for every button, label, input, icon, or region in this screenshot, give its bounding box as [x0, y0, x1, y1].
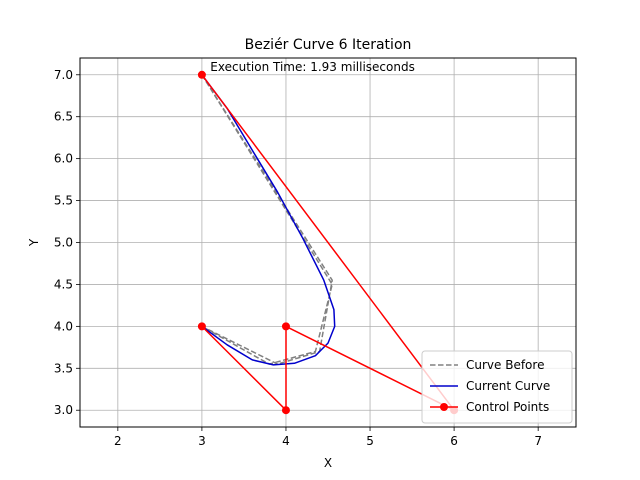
legend: Curve Before Current Curve Control Points: [421, 350, 573, 424]
y-tick-label: 5.5: [54, 194, 73, 208]
x-tick-label: 2: [114, 434, 122, 448]
y-axis-label: Y: [27, 238, 41, 247]
legend-entry-label: Current Curve: [466, 379, 550, 393]
y-tick-label: 3.5: [54, 361, 73, 375]
x-tick-label: 3: [198, 434, 206, 448]
series-layer: [197, 70, 459, 415]
y-tick-label: 6.5: [54, 110, 73, 124]
y-tick-label: 4.0: [54, 319, 73, 333]
y-tick-label: 7.0: [54, 68, 73, 82]
chart-title: Beziér Curve 6 Iteration: [245, 37, 412, 53]
legend-entry-label: Curve Before: [466, 358, 544, 372]
x-tick-label: 5: [366, 434, 374, 448]
control-point-marker: [281, 406, 290, 415]
series-line-current-curve: [201, 74, 336, 366]
control-point-marker: [197, 70, 206, 79]
execution-time-annotation: Execution Time: 1.93 milliseconds: [210, 60, 415, 74]
legend-box: [421, 350, 573, 424]
x-tick-label: 7: [534, 434, 542, 448]
series-line-curve-before: [201, 74, 333, 365]
control-point-marker: [197, 322, 206, 331]
tick-layer: 2 3 4 5 6 7 3.0 3.5 4.0 4.5 5.0 5.5 6.0 6.5 7.0: [54, 68, 542, 448]
y-tick-label: 3.0: [54, 403, 73, 417]
y-tick-label: 6.0: [54, 152, 73, 166]
x-tick-label: 4: [282, 434, 290, 448]
grid-lines: [80, 58, 576, 427]
y-tick-label: 5.0: [54, 236, 73, 250]
legend-entry-label: Control Points: [466, 400, 549, 414]
legend-marker: [440, 403, 448, 411]
control-point-marker: [281, 322, 290, 331]
x-tick-label: 6: [450, 434, 458, 448]
y-tick-label: 4.5: [54, 277, 73, 291]
x-axis-label: X: [324, 456, 332, 470]
